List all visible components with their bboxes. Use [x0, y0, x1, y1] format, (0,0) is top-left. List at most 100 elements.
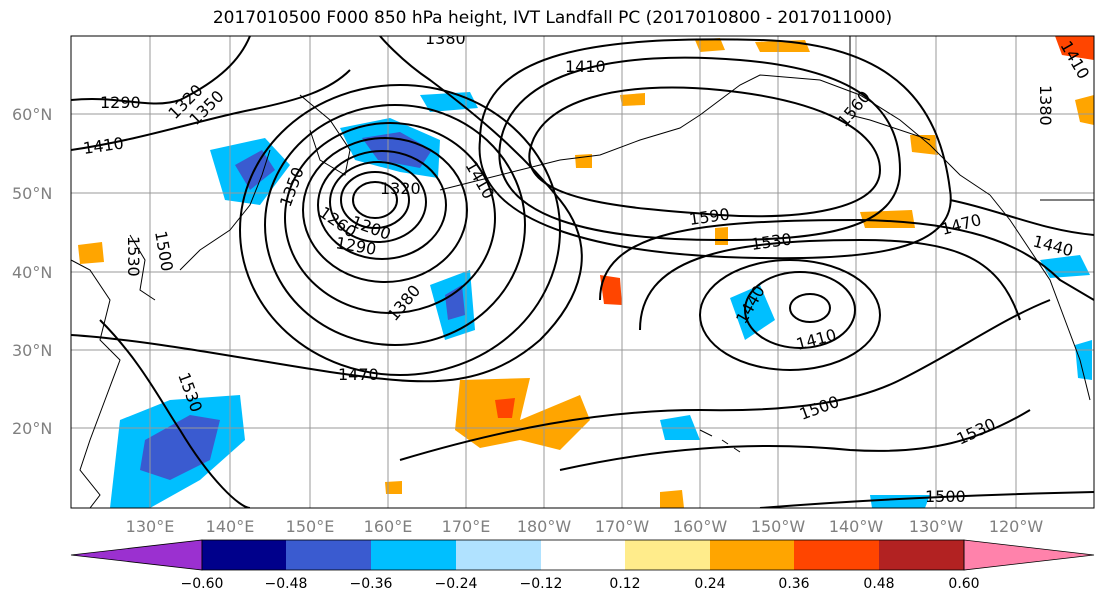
- pos-anom-small3: [715, 227, 728, 245]
- colorbar-tick-label: −0.24: [435, 576, 478, 592]
- colorbar-segment: [710, 540, 794, 570]
- contour-1560: [498, 56, 902, 242]
- colorbar-segment: [202, 540, 286, 570]
- pos-anom-subtrop: [455, 378, 590, 450]
- lon-tick-label: 120°W: [989, 517, 1044, 536]
- map-border: [70, 35, 1095, 509]
- contour-1440-ne: [949, 199, 1094, 236]
- contour-low-1200: [352, 181, 398, 219]
- colorbar-tick-label: 0.12: [609, 576, 640, 592]
- colorbar-segment: [879, 540, 964, 570]
- height-contours: [71, 36, 1094, 508]
- contour-1500-south: [399, 299, 1051, 461]
- contour-1470-east: [639, 238, 1021, 331]
- lon-tick-label: 170°W: [595, 517, 650, 536]
- colorbar-tick-label: −0.36: [350, 576, 393, 592]
- lat-tick-label: 40°N: [12, 263, 52, 282]
- contour-1500-se: [759, 491, 1094, 508]
- contour-1500: [599, 218, 1094, 301]
- kamchatka-coast: [299, 94, 351, 176]
- contour-label: 1470: [338, 365, 379, 384]
- lon-axis: 130°E 140°E 150°E 160°E 170°E 180°W 170°…: [126, 517, 1044, 536]
- lon-tick-label: 130°E: [126, 517, 175, 536]
- pos-anom-small2: [385, 481, 402, 494]
- contour-high-1440: [699, 259, 881, 371]
- contour-low-1350: [284, 122, 496, 314]
- colorbar-segment: [286, 540, 371, 570]
- contour-low-1320: [302, 137, 468, 283]
- lon-tick-label: 130°W: [909, 517, 964, 536]
- colorbar-tick-label: −0.60: [181, 576, 224, 592]
- pos-anom-wpac: [78, 242, 104, 264]
- korea-coast: [129, 234, 156, 301]
- contour-1410-nw: [71, 69, 351, 151]
- colorbar-segment: [541, 540, 625, 570]
- colorbar-tick-label: −0.12: [520, 576, 563, 592]
- pos-anom-bc: [1075, 95, 1094, 125]
- colorbar-segment: [794, 540, 879, 570]
- lon-tick-label: 160°W: [673, 517, 728, 536]
- colorbar-extend-low: [70, 539, 203, 571]
- contour-low-1290: [317, 150, 447, 260]
- contour-1470: [71, 36, 583, 383]
- contour-label: 1500: [925, 487, 966, 506]
- contour-low-1380: [264, 104, 526, 346]
- nw-america-coast: [989, 194, 1091, 401]
- map-title: 2017010500 F000 850 hPa height, IVT Land…: [212, 8, 893, 28]
- contour-1530-mid: [478, 38, 952, 260]
- hawaii-islands: [699, 429, 741, 453]
- neg-anom-east-low: [730, 285, 775, 340]
- lat-tick-label: 30°N: [12, 341, 52, 360]
- contour-high-1380: [789, 293, 831, 323]
- colorbar-segment: [625, 540, 710, 570]
- lat-axis: 60°N 50°N 40°N 30°N 20°N: [12, 105, 52, 438]
- asia-coast: [71, 259, 121, 508]
- contour-1290-nw: [71, 36, 251, 105]
- pos-anom-south: [660, 490, 684, 508]
- lon-tick-label: 150°W: [751, 517, 806, 536]
- contour-1530-west: [99, 319, 251, 508]
- contour-labels: 1290 1320 1350 1410 1320 1350 1260 1200 …: [82, 29, 1093, 506]
- colorbar-outline: [201, 539, 965, 571]
- lon-tick-label: 140°W: [829, 517, 884, 536]
- pos-anom-bering: [620, 93, 645, 106]
- contour-label: 1410: [565, 57, 606, 76]
- contour-label: 1290: [100, 93, 141, 112]
- pos-anom-subtrop-core: [495, 398, 515, 418]
- colorbar-segment: [456, 540, 541, 570]
- colorbar-tick-label: −0.48: [265, 576, 308, 592]
- colorbar-segment: [371, 540, 456, 570]
- contour-1590: [528, 86, 882, 218]
- neg-anom-sw-core: [140, 415, 220, 480]
- lat-tick-label: 60°N: [12, 105, 52, 124]
- colorbar-tick-label: 0.36: [778, 576, 809, 592]
- pos-anom-arctic2: [695, 38, 725, 52]
- colorbar-tick-label: 0.60: [948, 576, 979, 592]
- contour-label: 1530: [124, 236, 143, 277]
- pos-anom-gulf-ak: [860, 210, 915, 228]
- pos-anom-aleut: [600, 275, 622, 305]
- colorbar-tick-label: 0.24: [694, 576, 725, 592]
- lat-tick-label: 50°N: [12, 184, 52, 203]
- lon-tick-label: 170°E: [442, 517, 491, 536]
- contour-low-1230: [340, 171, 410, 229]
- lon-tick-label: 160°E: [364, 517, 413, 536]
- neg-anom-midpac-core: [445, 285, 465, 320]
- lon-tick-label: 140°E: [206, 517, 255, 536]
- contour-1530-south: [559, 409, 1031, 471]
- contour-label: 1320: [380, 179, 421, 198]
- lon-tick-label: 150°E: [286, 517, 335, 536]
- contour-label: 1380: [425, 29, 466, 48]
- graticule: [71, 36, 1094, 508]
- lon-tick-label: 180°W: [517, 517, 572, 536]
- contour-label: 1380: [1036, 85, 1055, 126]
- ak-border: [849, 36, 931, 141]
- pos-anom-alaska: [910, 135, 938, 155]
- colorbar-extend-high: [963, 539, 1095, 571]
- lat-tick-label: 20°N: [12, 419, 52, 438]
- pos-anom-ne-corner: [1055, 36, 1094, 60]
- contour-low-1260: [329, 161, 427, 243]
- contour-high-1410: [744, 271, 856, 349]
- colorbar-tick-label: 0.48: [863, 576, 894, 592]
- colorbar: −0.60 −0.48 −0.36 −0.24 −0.12 0.12 0.24 …: [70, 539, 1095, 592]
